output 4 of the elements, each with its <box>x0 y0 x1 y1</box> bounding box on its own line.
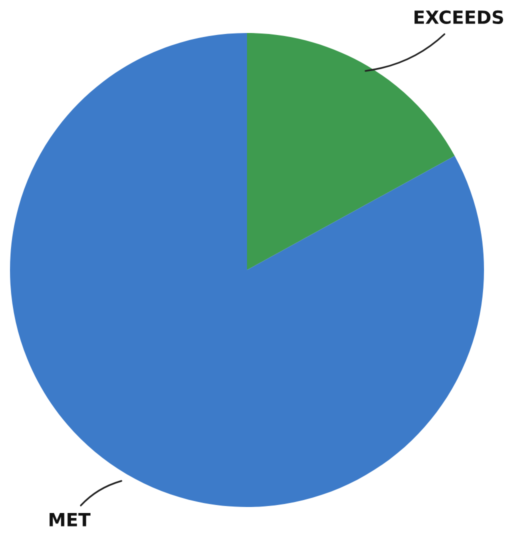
pie-slice <box>247 33 455 270</box>
slice-label: EXCEEDS <box>414 10 504 24</box>
slice-label: MET <box>50 513 90 526</box>
pie-slice <box>10 33 484 507</box>
